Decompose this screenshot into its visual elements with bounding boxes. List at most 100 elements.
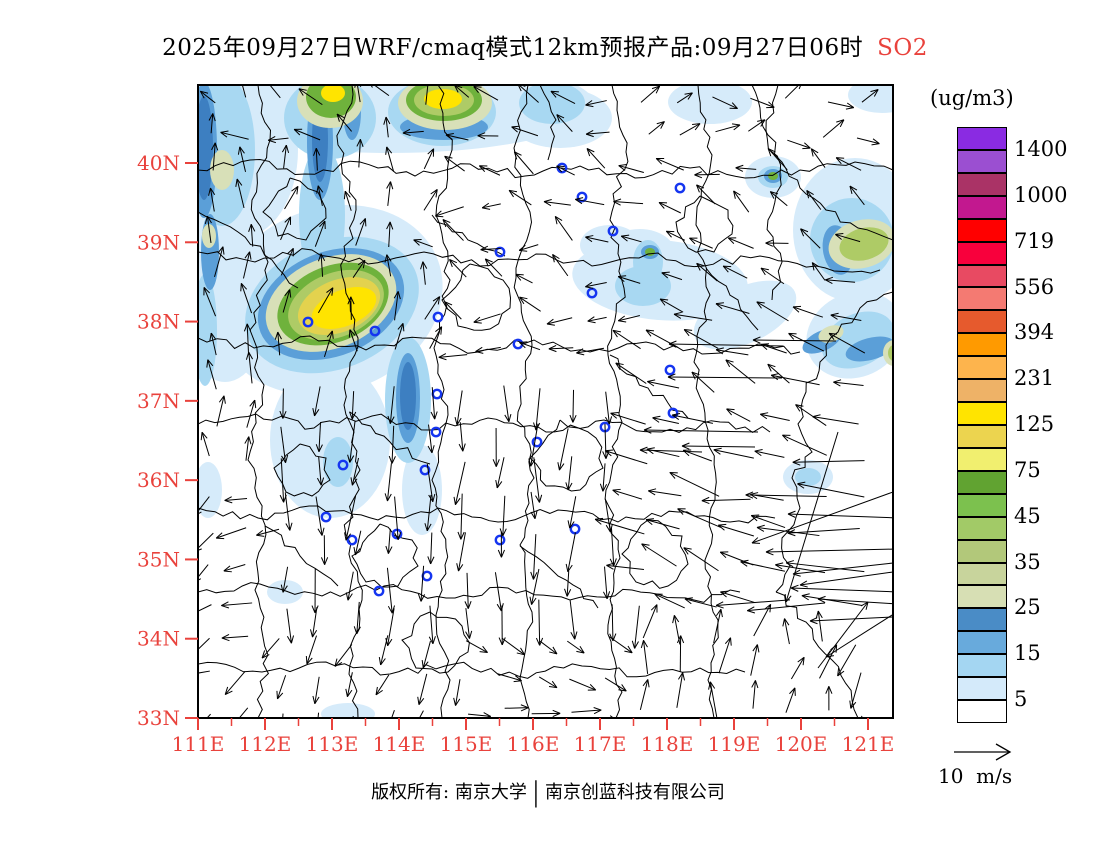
admin-boundary [199, 505, 776, 524]
lon-label: 117E [574, 732, 627, 756]
colorbar-box [957, 425, 1007, 448]
page-title: 2025年09月27日WRF/cmaq模式12km预报产品:09月27日06时 S… [0, 28, 1090, 62]
admin-boundary [199, 158, 892, 179]
station-marker [346, 534, 358, 546]
lon-label: 113E [306, 732, 359, 756]
colorbar-box [957, 379, 1007, 403]
colorbar-box [957, 218, 1007, 242]
admin-boundary [199, 211, 299, 289]
lat-label: 39N [137, 230, 180, 254]
colorbar-tick-label: 394 [1014, 320, 1055, 345]
contour-patch-g0 [210, 150, 234, 190]
station-marker [586, 287, 598, 299]
colorbar-units-label: (ug/m3) [930, 86, 1014, 110]
station-marker [320, 511, 332, 523]
contour-patch-b4 [400, 362, 416, 430]
contour-patch-g0 [883, 340, 892, 366]
colorbar-box [957, 310, 1007, 334]
wind-scale-key: 10 m/s [938, 740, 1088, 788]
county-boundary-loop [675, 195, 734, 253]
colorbar-box [957, 356, 1007, 380]
contour-patch-g0 [202, 224, 216, 248]
colorbar-tick-label: 231 [1014, 366, 1055, 391]
admin-boundary [336, 86, 363, 717]
admin-boundary [751, 86, 892, 241]
colorbar-box [957, 264, 1007, 288]
station-marker [667, 407, 679, 419]
lat-label: 37N [137, 389, 180, 413]
station-marker [664, 364, 676, 376]
colorbar-box [957, 608, 1007, 632]
station-marker [431, 388, 443, 400]
colorbar-tick-label: 1000 [1014, 182, 1068, 207]
concentration-patches-layer [199, 86, 892, 717]
axis-ticks-layer [185, 162, 869, 730]
contour-patch-b1 [199, 462, 222, 518]
admin-boundary [264, 525, 339, 587]
colorbar-box [957, 677, 1007, 701]
wind-scale-label: 10 m/s [938, 764, 1013, 788]
colorbar-tick-label: 125 [1014, 412, 1055, 437]
title-text: 2025年09月27日WRF/cmaq模式12km预报产品:09月27日06时 [162, 35, 864, 61]
colorbar-box [957, 654, 1007, 678]
station-marker [494, 534, 506, 546]
lon-label: 112E [239, 732, 292, 756]
colorbar-box [957, 172, 1007, 196]
colorbar-tick-label: 5 [1014, 687, 1028, 712]
county-boundary-loop [441, 263, 512, 331]
colorbar-tick-label: 15 [1014, 641, 1041, 666]
lat-label: 36N [137, 468, 180, 492]
contour-patch-b3 [845, 336, 892, 362]
colorbar-box [957, 631, 1007, 655]
colorbar-box [957, 149, 1007, 173]
admin-boundary [775, 591, 859, 717]
contour-patch-b1 [668, 86, 752, 124]
footer-separator: | [532, 776, 539, 809]
station-marker [369, 325, 381, 337]
copyright-text-1: 版权所有: 南京大学 [371, 782, 527, 803]
admin-boundary [199, 661, 746, 679]
admin-boundary [431, 214, 506, 257]
station-marker [302, 316, 314, 328]
colorbar-tick-label: 1400 [1014, 136, 1068, 161]
station-marker [576, 191, 588, 203]
admin-boundary [775, 291, 892, 593]
county-boundary-loop [621, 519, 689, 589]
colorbar-tick-label: 556 [1014, 274, 1055, 299]
colorbar-box [957, 127, 1007, 150]
admin-boundary [539, 86, 557, 161]
lon-label: 121E [842, 732, 895, 756]
lon-label: 119E [708, 732, 761, 756]
station-marker [494, 246, 506, 258]
station-marker [337, 459, 349, 471]
contour-patch-g2 [839, 227, 889, 261]
colorbar-box [957, 447, 1007, 471]
colorbar-box [957, 470, 1007, 494]
colorbar-box [957, 241, 1007, 265]
station-marker [512, 338, 524, 350]
species-label: SO2 [877, 35, 928, 61]
contour-patch-y [424, 89, 462, 109]
admin-boundary [247, 86, 272, 717]
lon-label: 111E [172, 732, 225, 756]
lon-label: 115E [440, 732, 493, 756]
lon-label: 114E [373, 732, 426, 756]
station-marker [419, 464, 431, 476]
contour-patch-b2 [519, 86, 585, 124]
station-marker [607, 225, 619, 237]
admin-boundary [199, 582, 741, 603]
admin-boundary [199, 248, 881, 274]
contour-patch-b2 [323, 437, 353, 487]
station-marker [569, 523, 581, 535]
contour-patch-y [321, 86, 345, 102]
lat-label: 40N [137, 151, 180, 175]
station-marker [430, 426, 442, 438]
colorbar-box [957, 700, 1007, 723]
colorbar-box [957, 287, 1007, 311]
contour-patch-b4 [199, 96, 213, 200]
colorbar-box [957, 585, 1007, 609]
county-boundary-loop [351, 523, 419, 588]
contour-patch-g2 [888, 345, 892, 361]
